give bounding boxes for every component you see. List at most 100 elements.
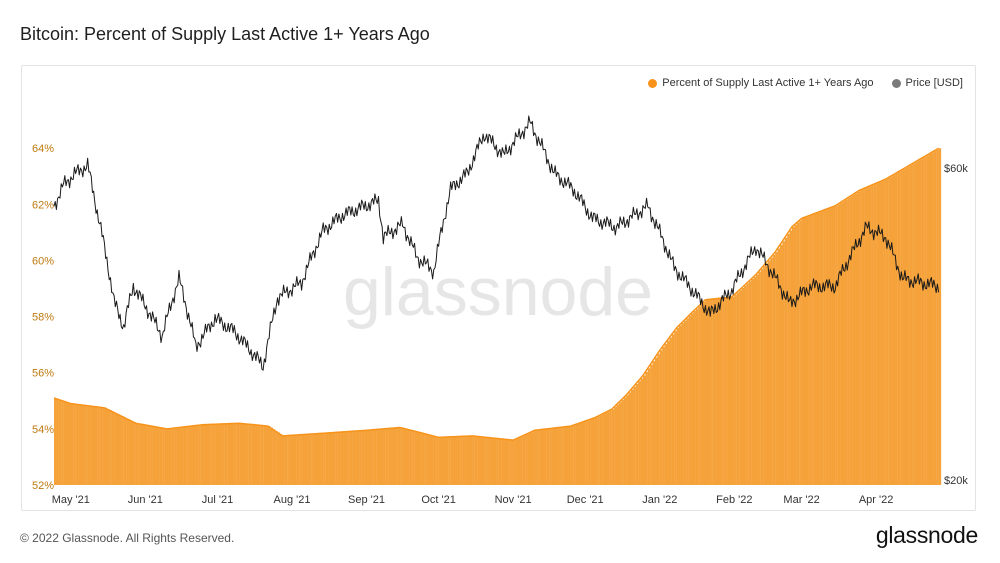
supply-bar	[236, 423, 240, 485]
supply-bar	[85, 405, 88, 485]
supply-bar	[106, 409, 110, 485]
supply-bar	[727, 297, 730, 485]
supply-bar	[746, 283, 749, 485]
supply-bar	[114, 412, 117, 485]
supply-bar	[378, 429, 382, 485]
supply-bar	[599, 415, 603, 485]
supply-bar	[890, 176, 894, 486]
left-axis-tick-label: 52%	[32, 480, 54, 492]
supply-bar	[356, 430, 360, 485]
left-axis-tick-label: 62%	[32, 199, 54, 211]
x-axis-ticks: May '21 Jun '21 Jul '21 Aug '21 Sep '21 Oct '…	[52, 494, 894, 506]
supply-bar	[527, 433, 531, 485]
supply-bar	[568, 426, 571, 485]
supply-bar	[623, 397, 627, 485]
supply-bar	[328, 432, 331, 485]
supply-bar	[664, 343, 668, 485]
supply-bar	[489, 437, 492, 485]
supply-bar	[928, 153, 932, 485]
supply-bar	[323, 433, 326, 485]
supply-bar	[186, 426, 189, 485]
supply-bar	[705, 299, 708, 485]
supply-bar	[460, 436, 463, 485]
supply-bar	[395, 427, 398, 485]
supply-bar	[70, 403, 74, 485]
supply-bar	[116, 413, 120, 485]
supply-bar	[563, 426, 567, 485]
supply-bar	[791, 226, 795, 485]
supply-bar	[376, 429, 379, 485]
supply-bar	[926, 155, 930, 486]
supply-bar	[306, 434, 309, 485]
supply-bar	[654, 357, 658, 485]
supply-bar	[99, 407, 103, 485]
supply-bar	[712, 299, 716, 485]
supply-bar	[883, 180, 886, 485]
supply-bar	[349, 431, 353, 485]
supply-bar	[152, 426, 156, 485]
supply-bar	[126, 418, 129, 485]
supply-bar	[558, 427, 562, 485]
supply-bar	[469, 435, 473, 485]
supply-bar	[748, 281, 752, 485]
supply-bar	[758, 271, 761, 485]
supply-bar	[772, 254, 776, 485]
supply-bar	[570, 426, 574, 485]
supply-bar	[337, 432, 341, 485]
supply-bar	[606, 411, 610, 485]
right-axis-tick-label: $60k	[944, 163, 968, 175]
supply-bar	[825, 209, 829, 485]
supply-bar	[258, 425, 261, 485]
x-axis-tick-label: Jul '21	[202, 494, 233, 506]
x-axis-tick-label: Apr '22	[859, 494, 894, 506]
legend-label-supply: Percent of Supply Last Active 1+ Years A…	[662, 77, 874, 89]
supply-bar	[902, 169, 906, 485]
supply-bar	[666, 340, 670, 485]
supply-bar	[695, 308, 699, 485]
supply-bar	[537, 429, 540, 485]
brand-logo[interactable]: glassnode	[875, 522, 978, 548]
supply-bar	[895, 173, 898, 486]
supply-bar	[765, 263, 769, 485]
x-axis-tick-label: Feb '22	[716, 494, 752, 506]
supply-bar	[803, 217, 807, 486]
supply-bar	[443, 437, 446, 485]
supply-bar	[210, 424, 213, 485]
supply-bar	[503, 439, 507, 485]
supply-bar	[755, 274, 759, 485]
supply-bar	[691, 313, 694, 485]
supply-bar	[159, 427, 163, 485]
supply-bar	[453, 436, 456, 485]
supply-bar	[330, 432, 333, 485]
legend-label-price: Price [USD]	[905, 77, 963, 89]
supply-bar	[909, 165, 913, 485]
supply-bar	[371, 429, 374, 485]
supply-bar	[698, 306, 701, 485]
supply-bar	[751, 279, 754, 485]
legend-item-price[interactable]: Price [USD]	[891, 77, 963, 89]
supply-bar	[253, 424, 257, 485]
supply-bar	[169, 428, 172, 485]
supply-bar	[931, 152, 934, 485]
legend-item-supply[interactable]: Percent of Supply Last Active 1+ Years A…	[648, 77, 874, 89]
supply-bar	[402, 428, 406, 485]
x-axis-tick-label: Sep '21	[348, 494, 385, 506]
supply-bar	[248, 424, 252, 485]
supply-bar	[493, 438, 497, 485]
supply-bar	[813, 213, 817, 485]
supply-bar	[638, 381, 641, 485]
supply-bar	[255, 424, 259, 485]
supply-bar	[284, 435, 288, 485]
supply-bar	[681, 323, 684, 485]
supply-bar	[534, 430, 538, 485]
supply-bar	[753, 276, 757, 485]
supply-bar	[467, 436, 470, 485]
supply-bar	[936, 149, 939, 485]
supply-bar	[73, 403, 76, 485]
supply-bar	[82, 405, 86, 485]
supply-bar	[441, 437, 444, 485]
supply-bar	[200, 424, 204, 485]
supply-bar	[864, 188, 867, 485]
supply-bar	[388, 428, 391, 485]
